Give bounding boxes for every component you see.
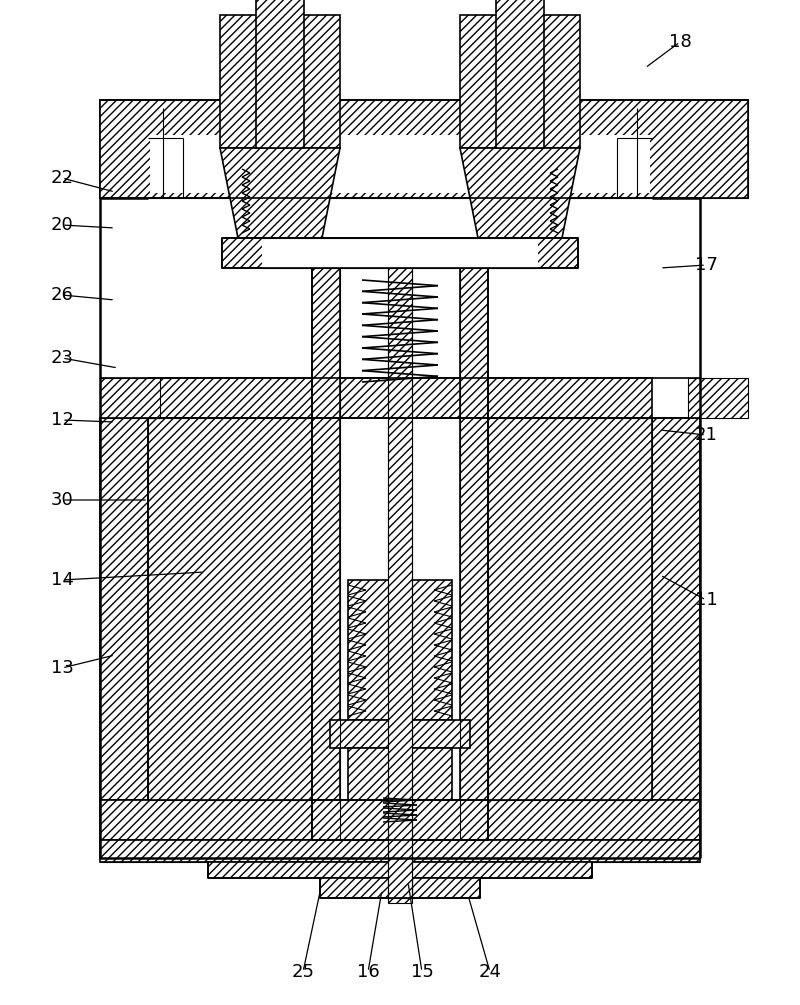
Bar	[100, 840, 700, 862]
Bar	[148, 418, 652, 800]
Bar	[388, 878, 412, 903]
Polygon shape	[220, 148, 340, 238]
Bar	[100, 418, 148, 800]
Text: 25: 25	[291, 963, 314, 981]
Bar	[312, 800, 488, 840]
Bar	[222, 238, 578, 268]
Bar	[148, 418, 312, 800]
Polygon shape	[460, 148, 580, 238]
Text: 18: 18	[669, 33, 691, 51]
Bar	[460, 268, 488, 840]
Text: 20: 20	[50, 216, 74, 234]
Text: 17: 17	[694, 256, 718, 274]
Bar	[312, 100, 488, 198]
Bar	[100, 378, 160, 418]
Bar	[330, 720, 470, 748]
Bar	[488, 418, 652, 800]
Text: 13: 13	[50, 659, 74, 677]
Bar	[256, 0, 304, 148]
Bar	[208, 862, 592, 878]
Text: 22: 22	[50, 169, 74, 187]
Bar	[100, 100, 248, 198]
Bar	[312, 268, 340, 840]
Bar	[688, 378, 748, 418]
Bar	[700, 100, 748, 198]
Bar	[348, 748, 452, 800]
Bar	[552, 100, 748, 198]
Text: 24: 24	[478, 963, 502, 981]
Bar	[460, 15, 580, 148]
Bar	[148, 378, 652, 418]
Bar	[320, 878, 480, 898]
Text: 30: 30	[50, 491, 74, 509]
Text: 21: 21	[694, 426, 718, 444]
Bar	[388, 268, 412, 898]
Text: 23: 23	[50, 349, 74, 367]
Text: 16: 16	[357, 963, 379, 981]
Bar	[348, 580, 452, 720]
Bar	[496, 0, 544, 148]
Bar	[150, 135, 650, 193]
Bar	[652, 418, 700, 800]
Text: 26: 26	[50, 286, 74, 304]
Text: 14: 14	[50, 571, 74, 589]
Text: 11: 11	[694, 591, 718, 609]
Bar	[100, 800, 700, 840]
Text: 12: 12	[50, 411, 74, 429]
Bar	[100, 100, 148, 198]
Bar	[100, 100, 748, 198]
Bar	[220, 15, 340, 148]
Bar	[262, 238, 538, 268]
Text: 15: 15	[410, 963, 434, 981]
